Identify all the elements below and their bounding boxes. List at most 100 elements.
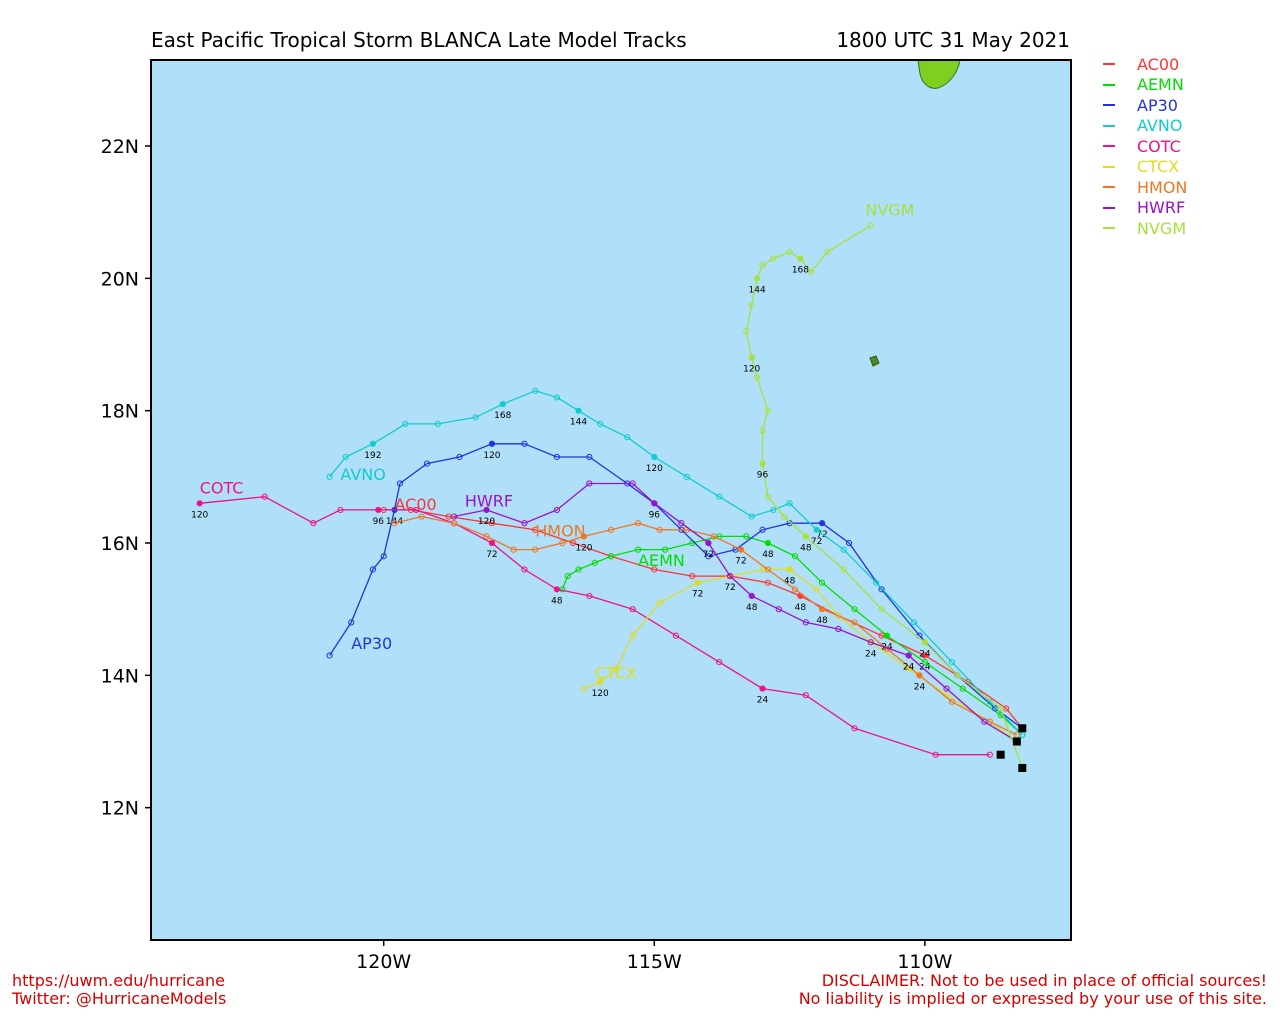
hour-marker <box>798 256 803 261</box>
track-point <box>261 493 268 500</box>
track-point <box>396 480 404 487</box>
hour-label: 48 <box>746 603 758 613</box>
track-point <box>840 546 847 553</box>
track-point <box>808 268 815 275</box>
hour-label: 48 <box>800 543 812 553</box>
footer-url[interactable]: https://uwm.edu/hurricane <box>12 971 225 990</box>
footer-twitter[interactable]: Twitter: @HurricaneModels <box>12 989 227 1008</box>
x-tick-label: 110W <box>897 951 952 973</box>
track-ctcx: 24 48 72 120 CTCX <box>580 566 1020 745</box>
hour-marker <box>370 441 376 446</box>
track-point <box>196 500 203 507</box>
track-point <box>759 685 766 692</box>
track-point <box>754 275 761 282</box>
track-point <box>921 652 928 659</box>
track-point <box>391 520 398 527</box>
y-tick-label: 20N <box>101 268 139 290</box>
hour-marker <box>760 686 765 691</box>
hour-marker <box>652 501 657 506</box>
track-point <box>705 539 712 547</box>
hour-label: 120 <box>592 689 609 699</box>
x-tick-label: 120W <box>356 951 411 973</box>
track-point <box>791 586 799 593</box>
track-point <box>791 553 799 560</box>
hour-label: 24 <box>919 662 931 672</box>
axis-layer: 120W 115W 110W 12N 14N 16N 18N 20N 22N <box>101 136 953 973</box>
track-point <box>954 672 961 679</box>
y-tick-label: 16N <box>101 533 139 555</box>
track-point <box>694 579 701 586</box>
legend-swatch <box>1103 83 1115 86</box>
track-point <box>402 420 409 428</box>
legend-swatch <box>1103 124 1115 127</box>
track-line-nvgm <box>745 224 1023 769</box>
track-point <box>813 586 820 593</box>
hour-label: 120 <box>743 365 760 375</box>
track-point <box>959 685 966 692</box>
track-point <box>310 520 317 527</box>
hour-label: 120 <box>483 451 500 461</box>
hour-marker <box>695 580 700 585</box>
legend-swatch <box>1103 145 1115 148</box>
track-name-label: AP30 <box>351 634 392 653</box>
hour-marker <box>738 547 744 552</box>
y-tick-label: 12N <box>101 798 139 820</box>
track-point <box>553 453 560 461</box>
track-point <box>1013 731 1020 738</box>
track-point <box>948 659 956 666</box>
legend-label: COTC <box>1137 136 1181 156</box>
hour-label: 48 <box>551 596 563 606</box>
hour-marker <box>554 587 560 592</box>
hour-marker <box>576 408 581 413</box>
track-point <box>326 473 333 480</box>
track-name-label: HMON <box>535 521 585 540</box>
hour-label: 24 <box>903 662 915 672</box>
hour-label: 96 <box>649 510 661 520</box>
map-datetime: 1800 UTC 31 May 2021 <box>836 28 1070 52</box>
track-point <box>597 420 604 428</box>
track-point <box>818 579 826 586</box>
land-layer <box>869 59 961 367</box>
legend-label: AEMN <box>1137 75 1184 95</box>
hour-marker <box>922 653 928 658</box>
hour-marker <box>917 673 922 678</box>
track-point <box>456 453 463 461</box>
track-point <box>651 500 658 507</box>
hour-label: 120 <box>191 510 208 520</box>
track-point <box>634 520 642 527</box>
hour-marker <box>884 633 890 638</box>
track-avno: 72 120 144 168 192 AVNO <box>326 387 1026 738</box>
hour-label: 48 <box>795 603 807 613</box>
track-point <box>781 513 788 520</box>
track-point <box>835 625 842 633</box>
track-point <box>607 553 615 560</box>
track-point <box>764 566 772 573</box>
hour-label: 24 <box>919 649 931 659</box>
track-point <box>716 659 723 666</box>
hour-label: 72 <box>811 537 822 547</box>
track-point <box>716 493 723 500</box>
track-point <box>553 506 560 514</box>
track-point <box>786 248 793 255</box>
track-point <box>488 539 496 547</box>
ocean-background <box>151 60 1071 940</box>
hour-label: 72 <box>486 550 497 560</box>
legend-label: AC00 <box>1137 54 1180 74</box>
track-point <box>613 665 620 672</box>
track-point <box>770 506 777 514</box>
track-point <box>624 434 631 441</box>
initial-position-marker <box>1012 737 1021 746</box>
hour-marker <box>376 507 381 513</box>
track-point <box>840 566 847 573</box>
legend-item-avno: AVNO <box>1103 116 1187 137</box>
hour-label: 72 <box>703 550 714 560</box>
hour-label: 48 <box>784 576 796 586</box>
track-point <box>802 533 809 540</box>
track-point <box>818 606 826 613</box>
legend-swatch <box>1103 186 1115 189</box>
hour-marker <box>484 507 489 513</box>
track-point <box>748 592 755 600</box>
track-point <box>910 619 918 626</box>
track-point <box>423 460 431 467</box>
